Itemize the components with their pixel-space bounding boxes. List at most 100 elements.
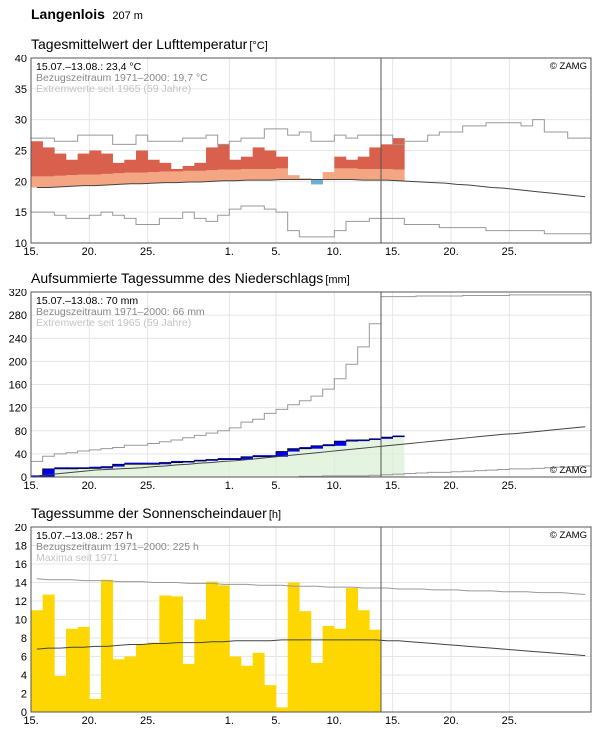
temperature-x-tick-label: 15. — [385, 246, 400, 258]
temperature-y-tick-label: 10 — [15, 238, 27, 250]
station-header: Langenlois 207 m — [31, 6, 143, 24]
precipitation-day-block — [217, 458, 230, 460]
temperature-bar-below — [311, 179, 323, 185]
temperature-bar-above — [346, 159, 358, 169]
sunshine-chart: 0 2 4 6 8 10 12 14 16 18 20 15. 20. 25. 1. 5. 10. 15. 20. 2… — [15, 524, 592, 727]
temperature-ref-fill — [241, 169, 253, 181]
temperature-bar-above — [334, 156, 347, 169]
precipitation-day-block — [252, 455, 265, 457]
precipitation-day-block — [171, 460, 183, 463]
temperature-bar-above — [392, 138, 405, 170]
temperature-unit: [°C] — [249, 40, 268, 52]
sunshine-title-text: Tagessumme der Sonnenscheindauer — [31, 505, 267, 521]
sunshine-copyright: © ZAMG — [550, 530, 587, 541]
precipitation-x-tick-label: 15. — [385, 480, 400, 492]
precipitation-y-tick-label: 240 — [9, 333, 27, 345]
temperature-x-tick-label: 15. — [23, 246, 38, 258]
precipitation-plot-border — [30, 291, 592, 478]
temperature-ref-fill — [124, 172, 137, 184]
sunshine-x-tick-label: 25. — [140, 715, 155, 727]
sunshine-bar — [124, 656, 137, 712]
precipitation-day-block — [311, 445, 323, 449]
precipitation-info-line-2: Bezugszeitraum 1971–2000: 66 mm — [36, 306, 205, 318]
temperature-ref-fill — [334, 168, 347, 180]
sunshine-bar — [147, 642, 160, 712]
temperature-x-tick-label: 1. — [225, 246, 234, 258]
sunshine-y-tick-label: 12 — [15, 596, 27, 608]
precipitation-chart-title: Aufsummierte Tagessumme des Niederschlag… — [31, 270, 350, 286]
sunshine-info-line-2: Bezugszeitraum 1971–2000: 225 h — [36, 541, 199, 553]
temperature-ref-fill — [54, 175, 67, 187]
sunshine-bar — [322, 625, 335, 712]
temperature-ref-fill — [392, 169, 405, 181]
sunshine-x-tick-label: 15. — [23, 715, 38, 727]
temperature-info-line-3: Extremwerte seit 1965 (59 Jahre) — [36, 83, 191, 95]
sunshine-y-tick-label: 6 — [21, 652, 27, 664]
precipitation-y-tick-label: 80 — [15, 426, 27, 438]
precipitation-day-block — [346, 439, 358, 442]
temperature-x-tick-label: 25. — [502, 246, 517, 258]
temperature-x-tick-label: 20. — [443, 246, 458, 258]
temperature-bar-above — [54, 153, 67, 176]
temperature-ref-fill — [357, 169, 370, 181]
temperature-bar-above — [112, 162, 125, 174]
precipitation-y-tick-label: 120 — [9, 403, 27, 415]
precipitation-observed-line — [31, 436, 405, 478]
precipitation-reference-line — [36, 426, 586, 477]
temperature-info-line-2: Bezugszeitraum 1971–2000: 19,7 °C — [36, 72, 208, 84]
sunshine-x-tick-label: 10. — [327, 715, 342, 727]
sunshine-y-tick-label: 10 — [15, 615, 27, 627]
sunshine-y-tick-label: 4 — [21, 670, 27, 682]
precipitation-x-tick-label: 25. — [140, 480, 155, 492]
temperature-ref-fill — [252, 169, 265, 181]
sunshine-bar — [89, 699, 102, 712]
sunshine-y-tick-label: 2 — [21, 689, 27, 701]
temperature-ref-fill — [147, 172, 160, 184]
precipitation-info-line-3: Extremwerte seit 1965 (59 Jahre) — [36, 317, 191, 329]
temperature-min-extreme-line — [31, 205, 591, 238]
temperature-ref-fill — [101, 173, 113, 186]
temperature-x-tick-label: 10. — [327, 246, 342, 258]
sunshine-x-tick-label: 25. — [502, 715, 517, 727]
temperature-ref-fill — [287, 175, 300, 180]
temperature-bar-above — [77, 153, 90, 175]
precipitation-x-tick-label: 1. — [225, 480, 234, 492]
precipitation-y-tick-label: 40 — [15, 449, 27, 461]
sunshine-bar — [241, 665, 253, 712]
precipitation-day-block — [287, 448, 300, 452]
temperature-ref-fill — [194, 170, 207, 182]
precipitation-x-tick-label: 5. — [271, 480, 280, 492]
sunshine-x-tick-label: 20. — [443, 715, 458, 727]
temperature-x-tick-label: 20. — [82, 246, 97, 258]
precipitation-day-block — [136, 462, 148, 465]
temperature-bar-above — [42, 147, 55, 177]
temperature-ref-fill — [322, 172, 335, 180]
sunshine-bar — [171, 596, 183, 712]
precipitation-day-block — [101, 466, 113, 469]
precipitation-info-line-1: 15.07.–13.08.: 70 mm — [36, 295, 138, 307]
temperature-copyright: © ZAMG — [550, 61, 587, 72]
sunshine-x-tick-label: 15. — [385, 715, 400, 727]
station-name: Langenlois — [31, 6, 105, 22]
temperature-bar-above — [89, 150, 102, 175]
sunshine-bar — [334, 628, 347, 712]
sunshine-info-line-3: Maxima seit 1971 — [36, 552, 118, 564]
temperature-ref-fill — [299, 178, 312, 180]
temperature-ref-fill — [42, 176, 55, 188]
precipitation-x-tick-label: 20. — [443, 480, 458, 492]
precipitation-day-block — [89, 466, 102, 469]
temperature-plot-border — [30, 57, 592, 244]
precipitation-y-tick-label: 320 — [9, 289, 27, 299]
sunshine-bar — [264, 685, 277, 712]
sunshine-info-line-1: 15.07.–13.08.: 257 h — [36, 530, 132, 542]
temperature-ref-fill — [112, 173, 125, 185]
precipitation-y-tick-label: 200 — [9, 356, 27, 368]
temperature-y-tick-label: 20 — [15, 176, 27, 188]
temperature-y-tick-label: 40 — [15, 55, 27, 65]
precipitation-y-tick-label: 0 — [21, 472, 27, 484]
sunshine-x-tick-label: 1. — [225, 715, 234, 727]
temperature-bar-above — [101, 153, 113, 174]
precipitation-unit: [mm] — [325, 274, 350, 286]
temperature-bar-above — [159, 162, 172, 172]
temperature-ref-fill — [206, 170, 218, 182]
